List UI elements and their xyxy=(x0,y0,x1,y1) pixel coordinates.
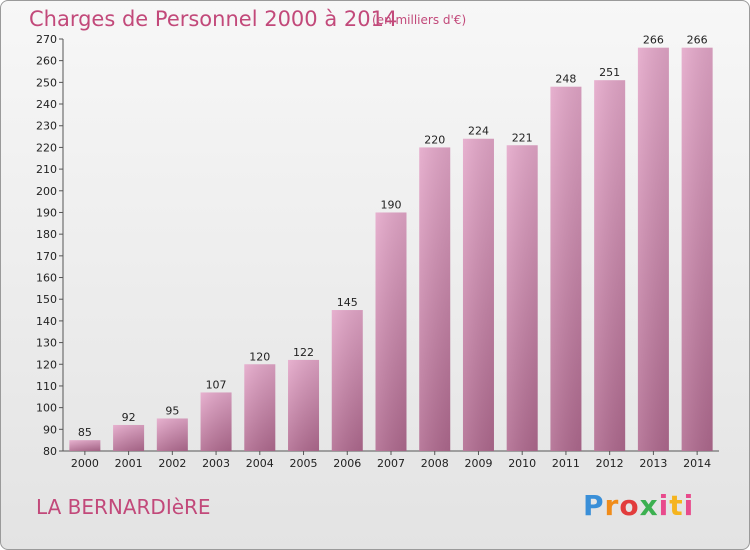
value-label-2003: 107 xyxy=(206,378,227,391)
bar-shade-2014 xyxy=(681,47,713,452)
x-tick-label: 2003 xyxy=(202,457,230,470)
bar-shade-2008 xyxy=(419,147,451,451)
chart-title: Charges de Personnel 2000 à 2014 xyxy=(29,7,398,31)
y-tick-label: 240 xyxy=(36,98,57,111)
bar-shade-2002 xyxy=(156,418,188,451)
x-tick-label: 2009 xyxy=(464,457,492,470)
value-label-2006: 145 xyxy=(337,296,358,309)
y-tick-label: 110 xyxy=(36,380,57,393)
y-tick-label: 180 xyxy=(36,228,57,241)
value-label-2011: 248 xyxy=(555,73,576,86)
x-tick-label: 2000 xyxy=(71,457,99,470)
value-label-2007: 190 xyxy=(381,198,402,211)
x-tick-label: 2014 xyxy=(683,457,711,470)
y-tick-label: 90 xyxy=(43,423,57,436)
x-axis: 2000 2001 2002 2003 2004 2005 2006 2007 2008 2009… xyxy=(63,450,719,470)
value-label-2001: 92 xyxy=(122,411,136,424)
value-label-2005: 122 xyxy=(293,346,314,359)
x-tick-label: 2007 xyxy=(377,457,405,470)
y-tick-label: 260 xyxy=(36,55,57,68)
value-label-2009: 224 xyxy=(468,125,489,138)
bar-shade-2013 xyxy=(637,47,669,452)
y-tick-label: 230 xyxy=(36,120,57,133)
y-tick-label: 170 xyxy=(36,250,57,263)
bar-shade-2010 xyxy=(506,145,538,451)
bar-shade-2005 xyxy=(288,359,320,451)
chart-subtitle: (en milliers d'€) xyxy=(372,13,467,27)
x-tick-label: 2010 xyxy=(508,457,536,470)
value-label-2010: 221 xyxy=(512,131,533,144)
y-tick-label: 80 xyxy=(43,445,57,458)
bar-shade-2009 xyxy=(462,138,494,451)
y-tick-label: 160 xyxy=(36,272,57,285)
y-axis: 80 90 100 110 120 130 140 150 160 170 180 190 200 210… xyxy=(36,33,64,458)
value-label-2008: 220 xyxy=(424,133,445,146)
bar-shade-2000 xyxy=(69,440,101,451)
x-tick-label: 2008 xyxy=(421,457,449,470)
proxiti-logo[interactable]: Proxiti xyxy=(583,489,695,522)
value-label-2002: 95 xyxy=(165,404,179,417)
x-tick-label: 2006 xyxy=(333,457,361,470)
x-tick-label: 2013 xyxy=(639,457,667,470)
y-tick-label: 270 xyxy=(36,33,57,46)
x-tick-label: 2004 xyxy=(246,457,274,470)
y-tick-label: 100 xyxy=(36,402,57,415)
x-tick-label: 2012 xyxy=(596,457,624,470)
value-label-2013: 266 xyxy=(643,34,664,47)
bar-shade-2007 xyxy=(375,212,407,451)
x-tick-label: 2002 xyxy=(158,457,186,470)
y-tick-label: 220 xyxy=(36,141,57,154)
x-tick-label: 2011 xyxy=(552,457,580,470)
x-tick-label: 2001 xyxy=(115,457,143,470)
value-label-2004: 120 xyxy=(249,350,270,363)
y-tick-label: 130 xyxy=(36,337,57,350)
y-tick-label: 210 xyxy=(36,163,57,176)
y-tick-label: 140 xyxy=(36,315,57,328)
bar-shade-2006 xyxy=(331,310,363,451)
x-tick-label: 2005 xyxy=(290,457,318,470)
commune-name: LA BERNARDIèRE xyxy=(36,495,211,519)
bar-shade-2004 xyxy=(244,364,276,451)
y-tick-label: 200 xyxy=(36,185,57,198)
y-tick-label: 150 xyxy=(36,293,57,306)
bar-shade-2003 xyxy=(200,392,232,451)
bar-shade-2012 xyxy=(594,80,626,451)
bar-shade-2011 xyxy=(550,86,582,451)
y-tick-label: 190 xyxy=(36,206,57,219)
y-tick-label: 250 xyxy=(36,76,57,89)
value-label-2000: 85 xyxy=(78,426,92,439)
value-label-2012: 251 xyxy=(599,66,620,79)
bars-group: 85 92 95 107 120 122 145 190 220 224 221 248 251 266 2… xyxy=(69,34,713,452)
bar-shade-2001 xyxy=(113,424,145,451)
y-tick-label: 120 xyxy=(36,358,57,371)
value-label-2014: 266 xyxy=(687,34,708,47)
